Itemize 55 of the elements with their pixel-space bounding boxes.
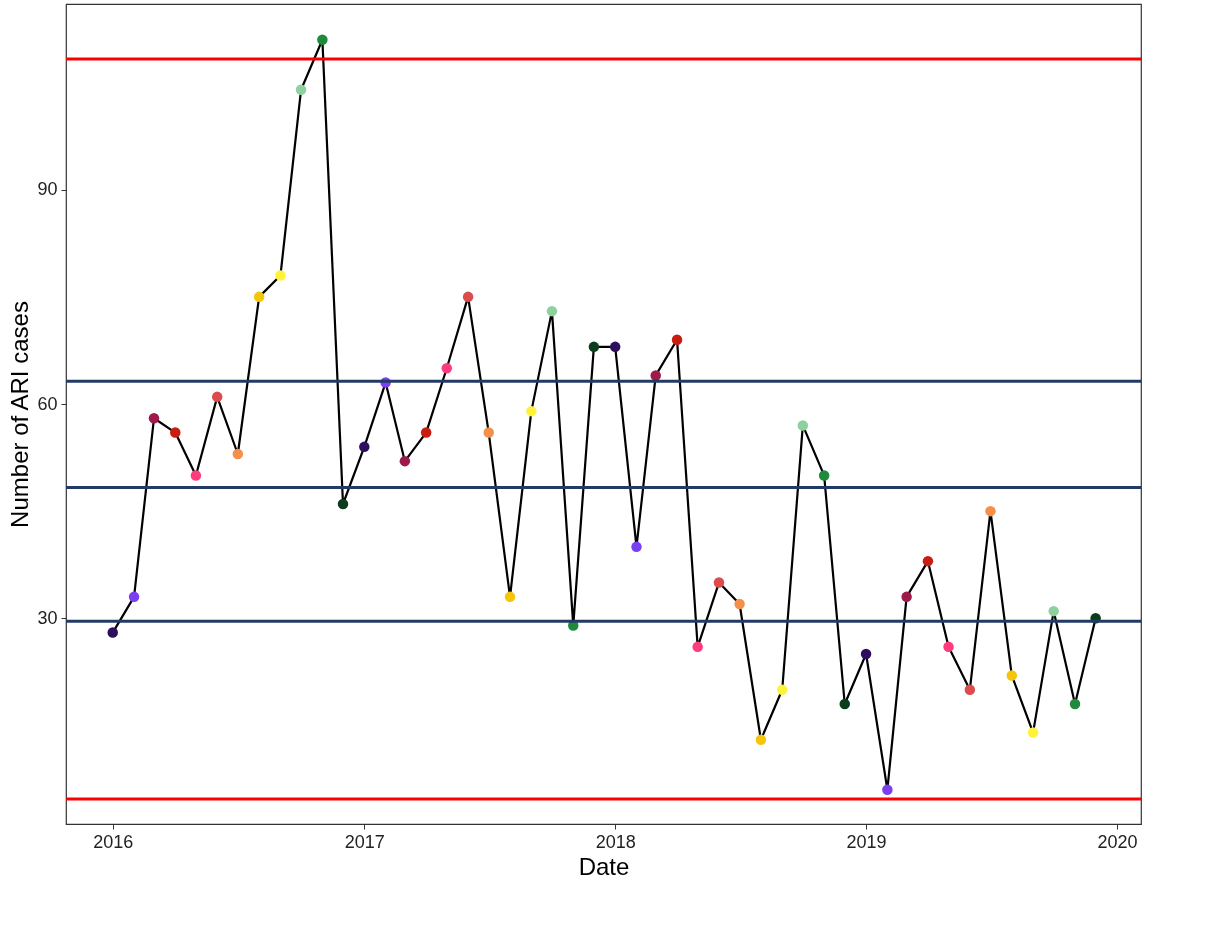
point [734,598,745,610]
point [483,427,494,438]
x-axis-title: Date [578,852,630,880]
y-tick-label: 60 [37,393,58,414]
point [211,391,223,403]
x-tick-label: 2020 [1097,831,1138,852]
point [441,363,453,374]
point [504,591,516,603]
point [1027,727,1039,738]
point [1048,605,1059,617]
point [128,591,140,603]
point [776,684,788,695]
point [462,291,474,303]
point [818,470,830,481]
point [148,413,160,424]
point [546,305,558,317]
point [797,420,809,431]
point [985,505,996,517]
point [170,427,181,438]
point [692,641,703,653]
point [420,427,432,438]
point [713,577,725,588]
point [609,341,621,353]
point [107,627,118,638]
point [964,684,976,695]
point [588,341,600,353]
point [253,291,265,303]
point [295,84,307,95]
point [337,498,349,510]
point [275,270,286,281]
point [1006,670,1018,681]
point [359,441,370,453]
point [943,641,954,653]
point [901,591,912,603]
point [882,784,893,795]
point [755,734,767,745]
point [671,334,683,345]
x-tick-label: 2016 [93,831,134,852]
point [1069,698,1081,710]
point [922,555,934,567]
point [526,405,537,417]
x-tick-label: 2017 [344,831,385,852]
x-tick-label: 2019 [846,831,887,852]
point [317,34,328,45]
point [631,541,642,553]
x-tick-label: 2018 [595,831,636,852]
point [650,370,661,381]
point [399,455,411,467]
point [190,470,202,481]
point [860,648,872,660]
y-tick-label: 90 [37,179,58,200]
y-axis-title: Number of ARI cases [6,301,34,528]
point [839,698,850,710]
y-tick-label: 30 [37,607,58,628]
point [232,448,244,460]
